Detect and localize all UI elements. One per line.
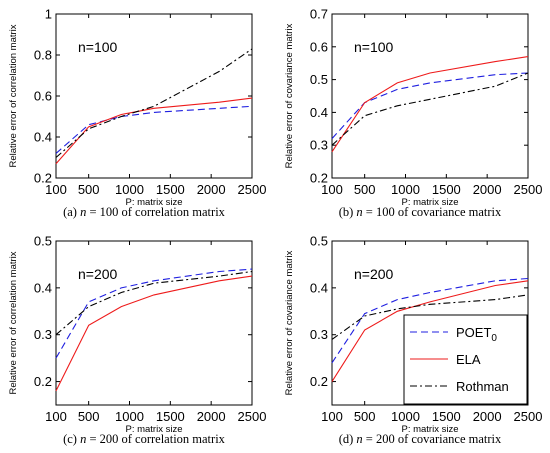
x-tick-label: 500 bbox=[78, 409, 100, 424]
series-line-rothman bbox=[331, 72, 529, 146]
y-tick-label: 0.4 bbox=[34, 130, 52, 145]
y-tick-label: 0.6 bbox=[310, 39, 328, 54]
x-tick-label: 1500 bbox=[432, 409, 461, 424]
y-axis-label: Relative error of covariance matrix bbox=[284, 23, 295, 168]
plot-frame bbox=[331, 13, 529, 179]
series-line-poet_0 bbox=[331, 277, 529, 364]
x-tick-label: 2000 bbox=[473, 409, 502, 424]
panel-annotation: n=100 bbox=[78, 39, 118, 55]
x-tick-label: 2500 bbox=[514, 409, 543, 424]
x-axis-label: P: matrix size bbox=[125, 424, 182, 435]
y-tick-label: 1 bbox=[45, 7, 52, 22]
series-line-poet_0 bbox=[331, 72, 529, 139]
panel-caption: (b) n = 100 of covariance matrix bbox=[339, 205, 502, 219]
x-tick-label: 100 bbox=[45, 409, 67, 424]
x-tick-label: 100 bbox=[321, 409, 343, 424]
plot-frame bbox=[55, 13, 253, 179]
chart-panel-1: 100 500 1000 1500 2000 2500 0.2 0.3 0.4 0.5 0.6 0.7… bbox=[284, 7, 542, 220]
x-tick-label: 1500 bbox=[156, 409, 185, 424]
x-tick-label: 1000 bbox=[391, 409, 420, 424]
x-tick-label: 500 bbox=[78, 182, 100, 197]
panel-caption: (c) n = 200 of correlation matrix bbox=[63, 432, 226, 446]
series-line-ela bbox=[331, 56, 529, 153]
x-tick-label: 1000 bbox=[391, 182, 420, 197]
y-tick-label: 0.4 bbox=[34, 280, 52, 295]
legend-label-ela: ELA bbox=[456, 352, 481, 367]
panel-caption: (a) n = 100 of correlation matrix bbox=[63, 205, 226, 219]
panel-annotation: n=200 bbox=[354, 266, 394, 282]
series-line-poet_0 bbox=[55, 105, 253, 154]
y-tick-label: 0.2 bbox=[310, 374, 328, 389]
y-axis-label: Relative error of correlation matrix bbox=[8, 251, 19, 394]
chart-panel-2: 100 500 1000 1500 2000 2500 0.2 0.3 0.4 0.5 P: mat… bbox=[8, 234, 266, 447]
x-tick-label: 500 bbox=[354, 182, 376, 197]
panel-caption: (d) n = 200 of covariance matrix bbox=[339, 432, 502, 446]
x-tick-label: 500 bbox=[354, 409, 376, 424]
y-axis-label: Relative error of covariance matrix bbox=[284, 250, 295, 395]
y-tick-label: 0.6 bbox=[34, 89, 52, 104]
y-tick-label: 0.4 bbox=[310, 105, 328, 120]
x-axis-label: P: matrix size bbox=[125, 197, 182, 208]
x-tick-label: 100 bbox=[321, 182, 343, 197]
y-tick-label: 0.2 bbox=[310, 171, 328, 186]
panel-annotation: n=100 bbox=[354, 39, 394, 55]
x-tick-label: 2500 bbox=[514, 182, 543, 197]
y-tick-label: 0.4 bbox=[310, 280, 328, 295]
y-tick-label: 0.5 bbox=[34, 234, 52, 249]
x-tick-label: 1000 bbox=[115, 182, 144, 197]
x-tick-label: 1500 bbox=[432, 182, 461, 197]
x-tick-label: 2000 bbox=[197, 409, 226, 424]
y-tick-label: 0.3 bbox=[34, 327, 52, 342]
y-tick-label: 0.2 bbox=[34, 171, 52, 186]
y-tick-label: 0.5 bbox=[310, 72, 328, 87]
x-axis-label: P: matrix size bbox=[401, 197, 458, 208]
y-tick-label: 0.5 bbox=[310, 234, 328, 249]
series-line-rothman bbox=[331, 294, 529, 340]
y-axis-label: Relative error of correlation matrix bbox=[8, 24, 19, 167]
series-line-rothman bbox=[55, 270, 253, 336]
series-line-ela bbox=[55, 275, 253, 392]
y-tick-label: 0.3 bbox=[310, 138, 328, 153]
x-tick-label: 1000 bbox=[115, 409, 144, 424]
y-tick-label: 0.3 bbox=[310, 327, 328, 342]
y-tick-label: 0.8 bbox=[34, 48, 52, 63]
x-tick-label: 2500 bbox=[238, 409, 267, 424]
x-tick-label: 2500 bbox=[238, 182, 267, 197]
x-tick-label: 2000 bbox=[473, 182, 502, 197]
legend-label-poet_0: POET0 bbox=[456, 325, 497, 344]
series-line-rothman bbox=[55, 48, 253, 158]
x-axis-label: P: matrix size bbox=[401, 424, 458, 435]
legend: POET0 ELA Rothman bbox=[403, 314, 528, 405]
x-tick-label: 1500 bbox=[156, 182, 185, 197]
legend-label-rothman: Rothman bbox=[456, 379, 509, 394]
panel-annotation: n=200 bbox=[78, 266, 118, 282]
x-tick-label: 2000 bbox=[197, 182, 226, 197]
y-tick-label: 0.2 bbox=[34, 374, 52, 389]
chart-panel-0: 100 500 1000 1500 2000 2500 0.2 0.4 0.6 0.8 1 P: ma… bbox=[8, 7, 266, 220]
y-tick-label: 0.7 bbox=[310, 7, 328, 22]
plot-frame bbox=[55, 240, 253, 406]
x-tick-label: 100 bbox=[45, 182, 67, 197]
